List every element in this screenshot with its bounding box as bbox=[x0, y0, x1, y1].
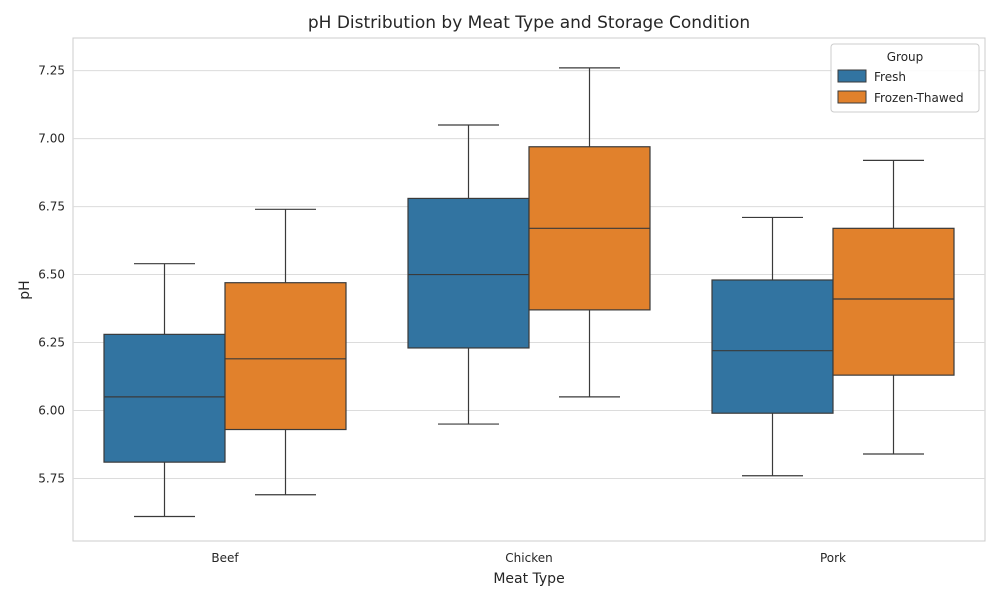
x-tick-label: Chicken bbox=[505, 551, 552, 565]
x-tick-label: Beef bbox=[211, 551, 239, 565]
y-tick-label: 6.50 bbox=[38, 268, 65, 282]
legend-title: Group bbox=[887, 50, 924, 64]
x-axis-label: Meat Type bbox=[493, 571, 564, 587]
legend: Group Fresh Frozen-Thawed bbox=[830, 43, 980, 113]
legend-label-frozen-thawed: Frozen-Thawed bbox=[874, 91, 964, 105]
box bbox=[832, 227, 955, 376]
legend-swatch-fresh bbox=[837, 69, 867, 83]
legend-frame bbox=[830, 43, 980, 113]
y-tick-label: 5.75 bbox=[38, 471, 65, 485]
box bbox=[711, 279, 834, 414]
box bbox=[103, 333, 226, 463]
legend-label-fresh: Fresh bbox=[874, 70, 906, 84]
y-axis-ticks: 5.75 6.00 6.25 6.50 6.75 7.00 7.25 bbox=[38, 64, 65, 486]
y-tick-label: 6.25 bbox=[38, 336, 65, 350]
box bbox=[224, 282, 347, 431]
y-tick-label: 6.75 bbox=[38, 200, 65, 214]
y-tick-label: 7.00 bbox=[38, 132, 65, 146]
chart-title: pH Distribution by Meat Type and Storage… bbox=[308, 13, 750, 33]
x-axis-ticks: Beef Chicken Pork bbox=[211, 551, 846, 565]
y-tick-label: 6.00 bbox=[38, 403, 65, 417]
box-group bbox=[103, 67, 955, 518]
y-tick-label: 7.25 bbox=[38, 64, 65, 78]
y-axis-label: pH bbox=[17, 280, 33, 299]
legend-swatch-frozen-thawed bbox=[837, 90, 867, 104]
x-tick-label: Pork bbox=[820, 551, 846, 565]
box bbox=[407, 197, 530, 349]
